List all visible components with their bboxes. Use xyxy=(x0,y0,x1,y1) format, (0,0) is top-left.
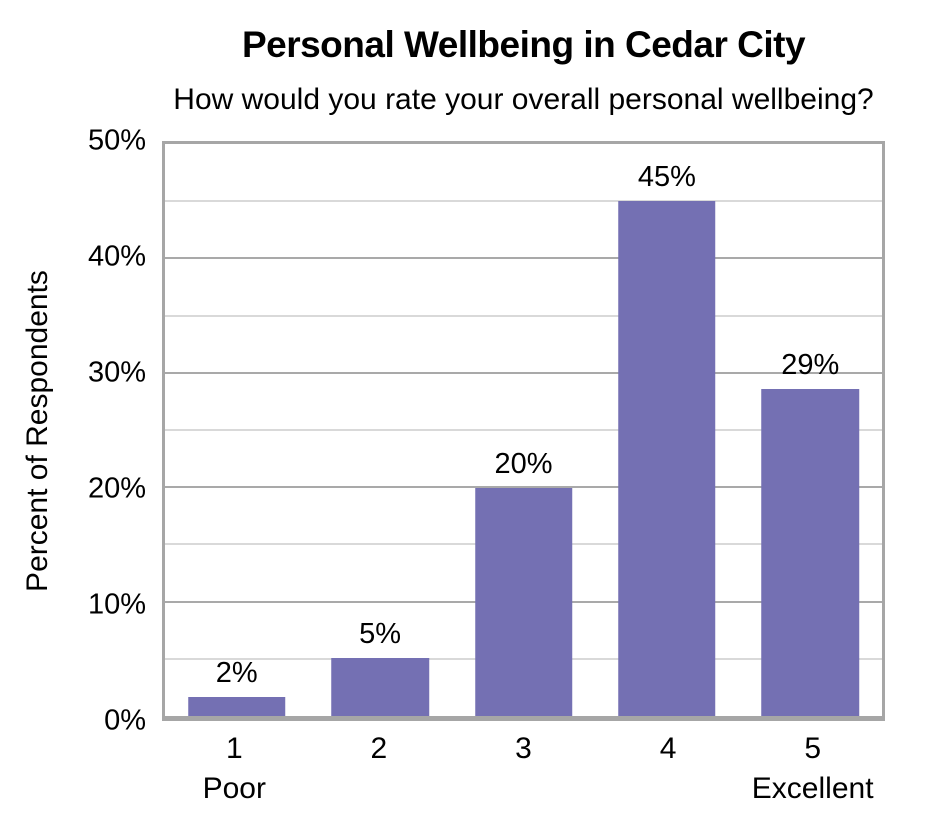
bar-4 xyxy=(618,201,716,716)
x-tick-label: 4 xyxy=(659,732,677,765)
gridline-major xyxy=(165,257,882,260)
x-axis-sublabels: Poor Excellent xyxy=(162,772,885,806)
bar-5 xyxy=(761,388,860,716)
x-tick-label: 3 xyxy=(515,732,532,765)
plot-area: 2% 5% 20% 45% 29% xyxy=(162,141,885,721)
chart-subtitle: How would you rate your overall personal… xyxy=(173,83,874,116)
x-tick-label: 1 xyxy=(225,732,243,765)
chart-title: Personal Wellbeing in Cedar City xyxy=(241,24,806,65)
gridline-major xyxy=(165,486,882,489)
bar-value-label: 5% xyxy=(359,617,402,650)
y-tick-label: 30% xyxy=(87,356,146,389)
bar-slot-3: 20% xyxy=(452,144,595,716)
x-axis-tick-labels: 1 2 3 4 5 xyxy=(162,732,885,766)
gridline-minor xyxy=(165,429,882,431)
bar-value-label: 2% xyxy=(215,656,258,689)
bar-value-label: 20% xyxy=(494,448,553,481)
gridline-minor xyxy=(165,200,882,203)
x-axis-sublabel: Poor xyxy=(202,772,266,805)
x-axis-sublabel xyxy=(451,772,596,806)
x-axis-sublabel xyxy=(307,772,452,806)
bar-2 xyxy=(331,657,429,716)
bar-slot-5: 29% xyxy=(739,144,882,716)
bar-slot-2: 5% xyxy=(308,144,451,716)
x-axis-sublabel xyxy=(596,772,741,806)
bar-value-label: 45% xyxy=(637,161,696,194)
bar-3 xyxy=(474,488,573,716)
bar-slot-1: 2% xyxy=(165,144,308,716)
y-tick-label: 50% xyxy=(87,124,146,157)
y-tick-label: 20% xyxy=(87,472,146,505)
x-tick-label: 2 xyxy=(370,732,388,765)
bars-container: 2% 5% 20% 45% 29% xyxy=(165,144,882,716)
gridline-minor xyxy=(165,314,882,317)
y-tick-label: 0% xyxy=(104,704,146,737)
gridline-major xyxy=(165,371,882,374)
x-tick-label: 5 xyxy=(804,732,822,765)
bar-slot-4: 45% xyxy=(595,144,738,716)
y-tick-label: 10% xyxy=(87,588,146,621)
bar-value-label: 29% xyxy=(781,348,840,381)
x-axis-sublabel: Excellent xyxy=(751,772,874,805)
y-axis-tick-labels: 0% 10% 20% 30% 40% 50% xyxy=(0,125,146,737)
bar-1 xyxy=(187,696,286,716)
y-tick-label: 40% xyxy=(87,240,146,273)
